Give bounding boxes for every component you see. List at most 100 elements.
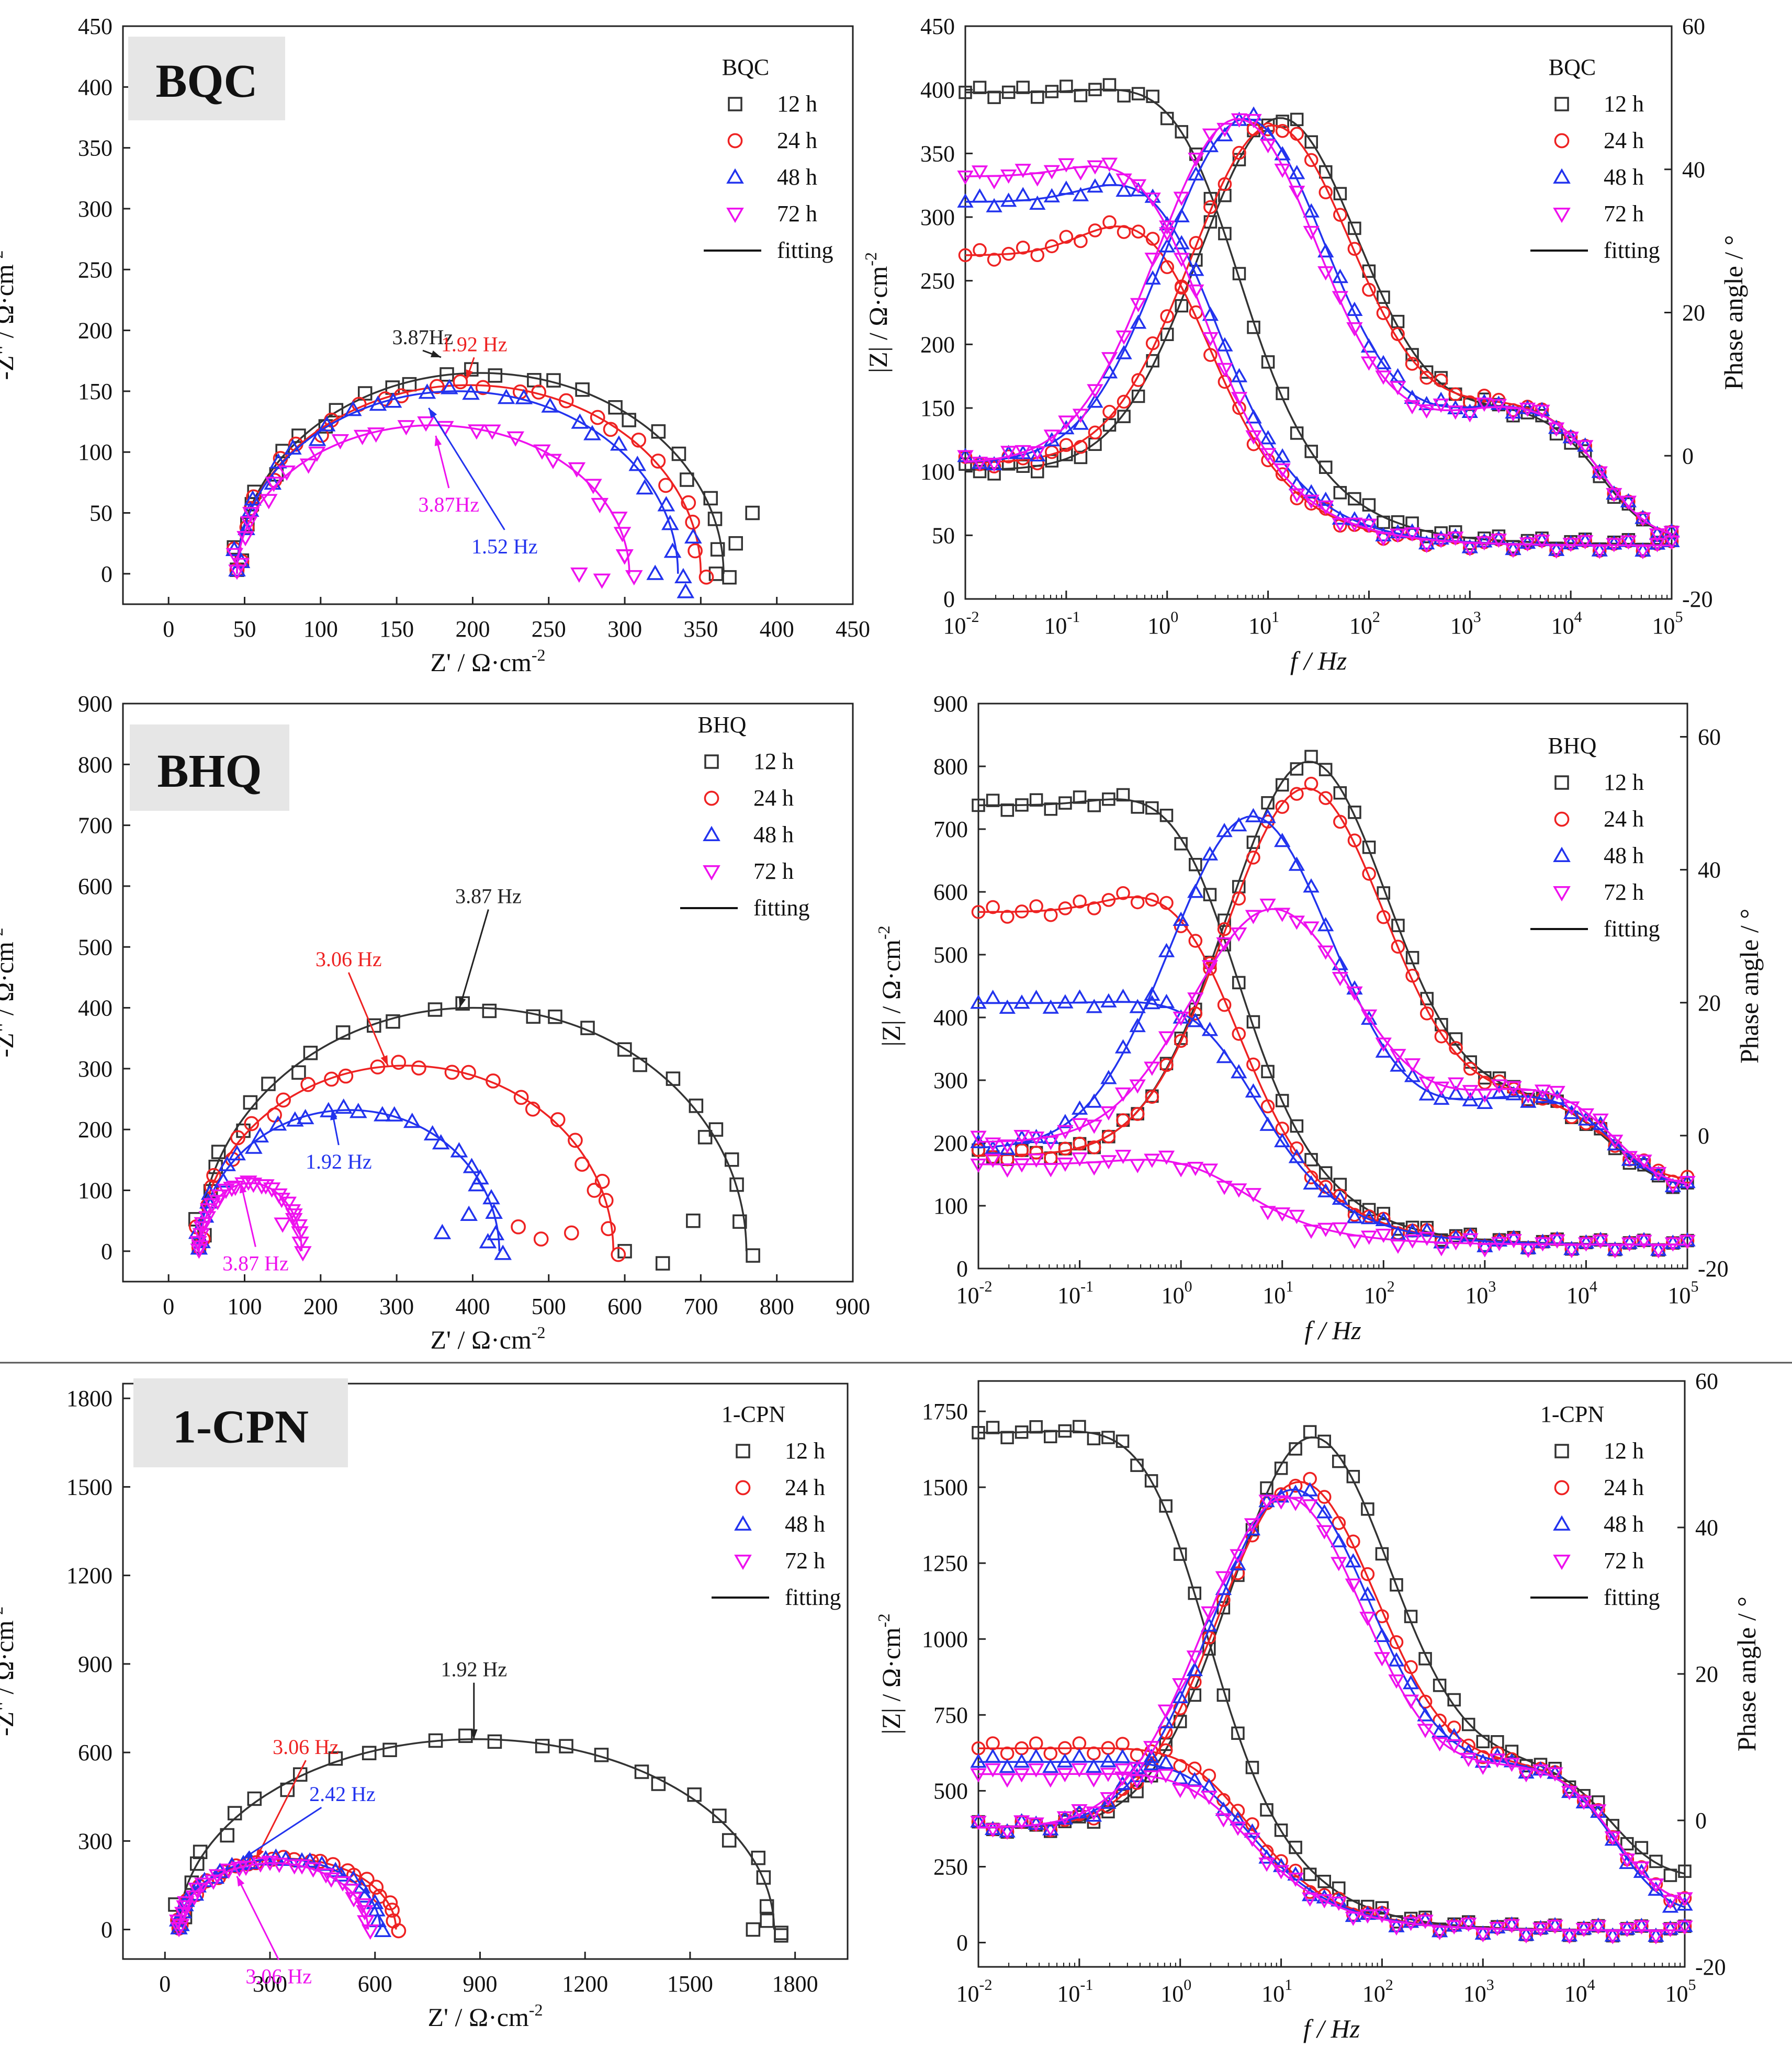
bhq-nyquist-data-point	[273, 1193, 291, 1208]
cpn-bode-phase-point	[1604, 1831, 1621, 1846]
bqc-bode-magnitude-point	[1216, 337, 1233, 352]
bqc-bode-magnitude-point	[1131, 224, 1145, 239]
cpn-bode-phase-point	[1071, 1804, 1088, 1819]
bhq-bode-phase-point	[1259, 898, 1276, 913]
bhq-nyquist-legend-label: fitting	[753, 895, 810, 921]
bhq-bode-magnitude-point	[1245, 1083, 1262, 1098]
bqc-bode-phase-point	[1232, 145, 1246, 160]
bhq-bode-magnitude-point	[986, 900, 1000, 914]
cpn-bode-magnitude-point	[1303, 1885, 1317, 1899]
bhq-nyquist-data-point	[494, 1244, 512, 1260]
bhq-nyquist-freq-annotation: 1.92 Hz	[306, 1150, 372, 1173]
cpn-bode-legend-marker	[1554, 1480, 1570, 1496]
bqc-bode-legend-label: 24 h	[1604, 128, 1644, 153]
cpn-bode-ytick-label: 0	[956, 1930, 968, 1956]
bqc-bode-magnitude-point	[1333, 486, 1347, 500]
cpn-nyquist-data-point	[193, 1844, 208, 1859]
bhq-bode-phase-point	[1303, 921, 1320, 936]
cpn-bode-phase-point	[1635, 1841, 1649, 1854]
cpn-bode-phase-point	[1390, 1578, 1403, 1592]
cpn-bode-y2tick-label: 0	[1695, 1808, 1707, 1833]
bhq-bode-phase-point	[1174, 1034, 1188, 1048]
cpn-nyquist-data-point	[382, 1742, 397, 1757]
bhq-bode-legend-title: BHQ	[1548, 733, 1597, 759]
bqc-nyquist-tag-label: BQC	[155, 55, 257, 107]
cpn-bode-phase-point	[1620, 1837, 1634, 1851]
bhq-bode-magnitude-point	[1114, 1150, 1132, 1164]
bqc-nyquist-data-point	[616, 549, 634, 565]
bqc-bode-phase-point	[1419, 365, 1434, 379]
bqc-nyquist-ytick-label: 250	[78, 257, 112, 282]
cpn-bode-magnitude-point	[1561, 1930, 1578, 1944]
bqc-bode-phase-point	[1318, 185, 1333, 199]
bqc-nyquist-data-point	[628, 456, 647, 471]
cpn-bode-phase-point	[1532, 1764, 1549, 1779]
bhq-bode-magnitude-point	[1274, 1207, 1291, 1222]
bqc-bode-magnitude-point	[1591, 545, 1608, 559]
bhq-nyquist-ytick-label: 800	[78, 752, 112, 777]
cpn-bode-phase-point	[1186, 1650, 1203, 1665]
bqc-bode-ytick-label: 450	[920, 14, 955, 39]
bhq-bode-magnitude-point	[1304, 1153, 1318, 1167]
bhq-bode-magnitude-point	[1332, 1222, 1349, 1237]
bqc-bode-phase-point	[1404, 389, 1421, 404]
bhq-bode-magnitude-point	[1015, 904, 1029, 919]
bhq-nyquist-annotation-arrowhead	[239, 1183, 247, 1194]
cpn-bode-phase-point	[1402, 1694, 1419, 1709]
cpn-bode-phase-point	[1676, 1892, 1693, 1907]
cpn-bode-phase-point	[1476, 1735, 1490, 1749]
bhq-bode-magnitude-point	[1650, 1244, 1667, 1259]
cpn-bode-phase-point	[1431, 1737, 1448, 1752]
cpn-nyquist-tag-label: 1-CPN	[173, 1401, 309, 1453]
cpn-bode-phase-point	[1042, 1822, 1059, 1837]
bhq-bode-phase-point	[1377, 886, 1391, 900]
bqc-bode-magnitude-point	[971, 188, 988, 203]
cpn-nyquist-legend-label: 48 h	[785, 1511, 825, 1537]
bhq-bode-y2tick-label: 20	[1698, 990, 1721, 1016]
bqc-bode-magnitude-point	[1461, 542, 1478, 557]
bhq-bode-magnitude-point	[1607, 1241, 1624, 1256]
bhq-bode-phase-point	[1201, 846, 1219, 861]
bhq-nyquist-xtick-label: 0	[163, 1294, 174, 1319]
bhq-bode-phase-point	[1188, 1006, 1203, 1021]
cpn-nyquist-data-point	[594, 1748, 609, 1762]
cpn-bode-magnitude-point	[1201, 1791, 1218, 1805]
bqc-nyquist-data-point	[357, 386, 373, 401]
bhq-bode-phase-point	[1071, 1100, 1088, 1115]
bqc-bode-phase-point	[1102, 418, 1117, 432]
bqc-bode-magnitude-point	[1117, 89, 1131, 103]
bhq-nyquist-annotation-arrow	[240, 1183, 256, 1247]
bqc-nyquist-annotation-arrowhead	[466, 369, 473, 380]
cpn-bode-magnitude-point	[970, 1753, 987, 1768]
bqc-nyquist-data-point	[331, 434, 350, 450]
bhq-bode-magnitude-point	[1317, 1222, 1334, 1237]
cpn-bode-magnitude-point	[1331, 1892, 1347, 1907]
bhq-nyquist-xtick-label: 500	[532, 1294, 566, 1319]
bqc-bode-phase-point	[1348, 221, 1361, 235]
bqc-bode-magnitude-point	[1029, 172, 1046, 187]
bqc-bode-magnitude-point	[1275, 467, 1290, 481]
bqc-nyquist-data-point	[650, 454, 666, 469]
bqc-nyquist-data-point	[745, 505, 760, 520]
bqc-bode-phase-point	[1290, 127, 1304, 141]
bhq-nyquist-data-point	[257, 1179, 275, 1195]
bhq-bode-phase-point	[1218, 913, 1231, 927]
bqc-bode-magnitude-point	[986, 198, 1002, 212]
bqc-nyquist-data-point	[515, 389, 533, 404]
bqc-nyquist-data-point	[269, 453, 287, 469]
bhq-bode-phase-point	[1216, 937, 1233, 952]
cpn-bode-phase-point	[1345, 1578, 1362, 1593]
bhq-bode-phase-point	[1232, 891, 1246, 906]
bqc-nyquist-freq-annotation: 1.52 Hz	[471, 535, 538, 558]
bqc-bode-magnitude-point	[973, 81, 987, 94]
bqc-nyquist-data-point	[397, 420, 415, 436]
bqc-bode-phase-point	[1216, 127, 1233, 142]
bhq-bode-y2tick-label: 40	[1698, 857, 1721, 883]
bqc-nyquist-data-point	[707, 512, 723, 526]
bhq-bode-y2tick-label: 60	[1698, 724, 1721, 750]
bqc-bode-magnitude-point	[1001, 246, 1016, 261]
bhq-bode-magnitude-point	[1360, 1230, 1378, 1245]
bqc-nyquist-ytick-label: 200	[78, 318, 112, 344]
cpn-bode-magnitude-point	[1100, 1768, 1117, 1782]
bqc-bode-phase-point	[1375, 355, 1392, 369]
